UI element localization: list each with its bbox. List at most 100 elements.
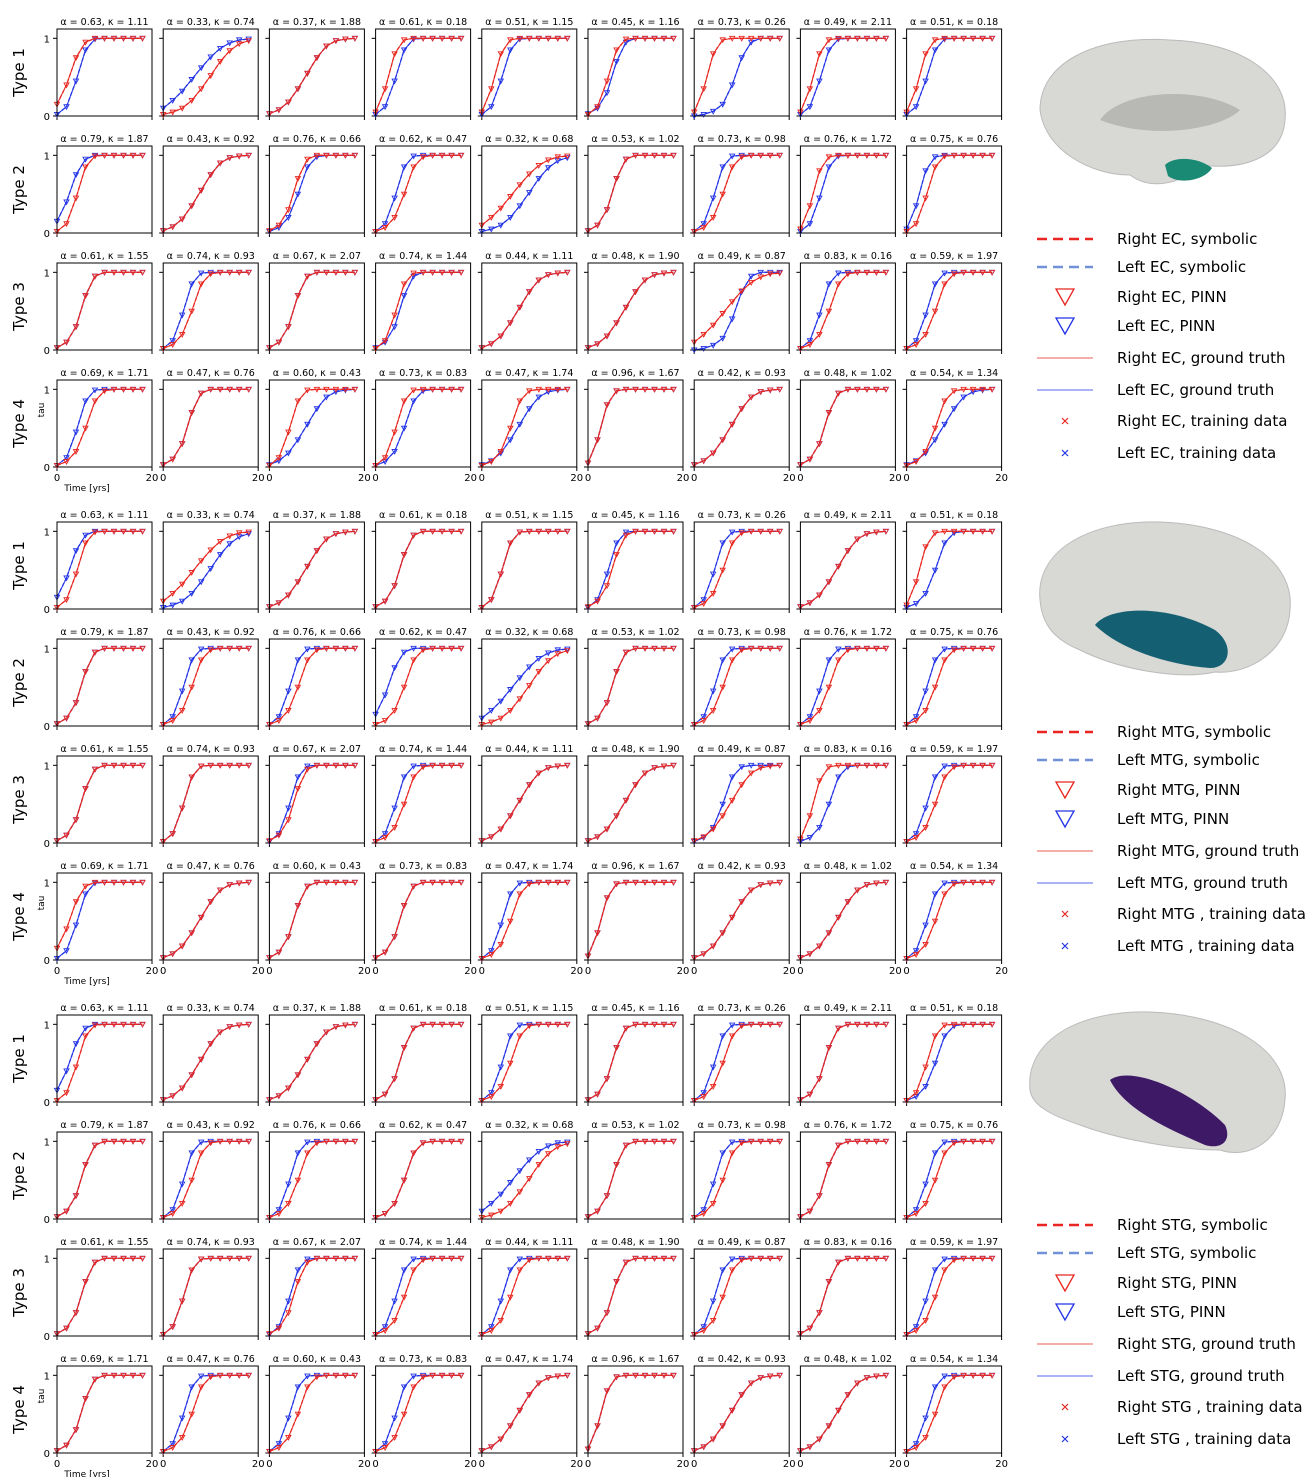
panel-title: α = 0.69, κ = 1.71 — [60, 1354, 148, 1365]
panel-title: α = 0.73, κ = 0.83 — [379, 1354, 467, 1365]
panel-title: α = 0.47, κ = 1.74 — [485, 861, 573, 872]
x-tick-label: 20 — [252, 966, 265, 977]
panel-title: α = 0.47, κ = 1.74 — [485, 368, 573, 379]
x-tick-label: 20 — [889, 966, 902, 977]
x-tick-label: 0 — [160, 473, 166, 484]
panel-title: α = 0.60, κ = 0.43 — [273, 368, 361, 379]
x-tick-label: 0 — [903, 1459, 909, 1470]
x-tick-label: 20 — [570, 473, 583, 484]
panel-title: α = 0.74, κ = 1.44 — [379, 1237, 467, 1248]
x-tick-label: 0 — [372, 473, 378, 484]
x-tick-label: 0 — [903, 473, 909, 484]
x-tick-label: 20 — [995, 473, 1008, 484]
panel-title: α = 0.44, κ = 1.11 — [485, 251, 573, 262]
panel-title: α = 0.43, κ = 0.92 — [167, 1120, 255, 1131]
x-tick-label: 0 — [54, 473, 60, 484]
panel-title: α = 0.54, κ = 1.34 — [910, 368, 998, 379]
legend-label: Right MTG, symbolic — [1117, 723, 1271, 741]
panel-title: α = 0.45, κ = 1.16 — [591, 510, 679, 521]
x-tick-label: 20 — [570, 966, 583, 977]
panel-title: α = 0.75, κ = 0.76 — [910, 1120, 998, 1131]
panel-title: α = 0.51, κ = 1.15 — [485, 1003, 573, 1014]
panel-title: α = 0.96, κ = 1.67 — [591, 1354, 679, 1365]
panel-title: α = 0.47, κ = 0.76 — [167, 1354, 255, 1365]
y-tick-label: 0 — [44, 605, 50, 616]
panel-title: α = 0.73, κ = 0.26 — [698, 17, 786, 28]
row-label: Type 3 — [10, 775, 28, 825]
panel-title: α = 0.51, κ = 0.18 — [910, 510, 998, 521]
panel-title: α = 0.96, κ = 1.67 — [591, 368, 679, 379]
x-tick-label: 20 — [995, 1459, 1008, 1470]
y-tick-label: 0 — [44, 229, 50, 240]
y-tick-label: 1 — [44, 1254, 50, 1265]
panel-title: α = 0.74, κ = 0.93 — [167, 744, 255, 755]
x-tick-label: 20 — [252, 473, 265, 484]
panel-title: α = 0.49, κ = 2.11 — [804, 1003, 892, 1014]
panel-title: α = 0.45, κ = 1.16 — [591, 1003, 679, 1014]
x-tick-label: 0 — [54, 1459, 60, 1470]
x-tick-label: 0 — [903, 966, 909, 977]
y-tick-label: 0 — [44, 346, 50, 357]
row-label: Type 1 — [10, 1034, 28, 1084]
panel-title: α = 0.43, κ = 0.92 — [167, 134, 255, 145]
panel-title: α = 0.53, κ = 1.02 — [591, 134, 679, 145]
x-tick-label: 0 — [797, 966, 803, 977]
y-tick-label: 1 — [44, 878, 50, 889]
panel-title: α = 0.51, κ = 1.15 — [485, 510, 573, 521]
panel-title: α = 0.44, κ = 1.11 — [485, 744, 573, 755]
y-tick-label: 1 — [44, 34, 50, 45]
y-tick-label: 0 — [44, 722, 50, 733]
panel-title: α = 0.63, κ = 1.11 — [60, 510, 148, 521]
y-tick-label: 0 — [44, 1098, 50, 1109]
x-tick-label: 0 — [479, 966, 485, 977]
y-tick-label: 1 — [44, 151, 50, 162]
x-tick-label: 0 — [797, 1459, 803, 1470]
panel-title: α = 0.37, κ = 1.88 — [273, 1003, 361, 1014]
x-tick-label: 20 — [889, 1459, 902, 1470]
panel-title: α = 0.33, κ = 0.74 — [167, 17, 255, 28]
panel-title: α = 0.33, κ = 0.74 — [167, 510, 255, 521]
x-tick-label: 20 — [146, 1459, 159, 1470]
panel-title: α = 0.62, κ = 0.47 — [379, 627, 467, 638]
panel-title: α = 0.47, κ = 0.76 — [167, 368, 255, 379]
legend-label: Right EC, symbolic — [1117, 230, 1257, 248]
row-label: Type 2 — [10, 165, 28, 215]
x-tick-label: 20 — [570, 1459, 583, 1470]
legend-label: Right EC, ground truth — [1117, 349, 1286, 367]
y-tick-label: 1 — [44, 644, 50, 655]
y-tick-label: 1 — [44, 268, 50, 279]
panel-title: α = 0.44, κ = 1.11 — [485, 1237, 573, 1248]
panel-title: α = 0.51, κ = 0.18 — [910, 17, 998, 28]
x-tick-label: 0 — [266, 473, 272, 484]
panel-title: α = 0.73, κ = 0.83 — [379, 368, 467, 379]
y-tick-label: 0 — [44, 1332, 50, 1343]
y-tick-label: 0 — [44, 112, 50, 123]
panel-title: α = 0.73, κ = 0.98 — [698, 1120, 786, 1131]
panel-title: α = 0.60, κ = 0.43 — [273, 1354, 361, 1365]
x-tick-label: 20 — [252, 1459, 265, 1470]
x-tick-label: 20 — [464, 966, 477, 977]
panel-title: α = 0.73, κ = 0.98 — [698, 134, 786, 145]
y-tick-label: 0 — [44, 463, 50, 474]
y-axis-label: tau — [37, 896, 47, 911]
legend-label: Left EC, training data — [1117, 444, 1276, 462]
y-axis-label: tau — [37, 403, 47, 418]
legend-label: Right MTG , training data — [1117, 905, 1306, 923]
legend-label: Left MTG, symbolic — [1117, 751, 1260, 769]
legend-label: Left STG, PINN — [1117, 1303, 1226, 1321]
panel-title: α = 0.76, κ = 1.72 — [804, 1120, 892, 1131]
panel-title: α = 0.73, κ = 0.26 — [698, 510, 786, 521]
legend-label: Right STG, ground truth — [1117, 1335, 1296, 1353]
panel-title: α = 0.62, κ = 0.47 — [379, 1120, 467, 1131]
panel-title: α = 0.76, κ = 0.66 — [273, 1120, 361, 1131]
x-tick-label: 0 — [797, 473, 803, 484]
legend-label: Right STG, PINN — [1117, 1274, 1237, 1292]
panel-title: α = 0.61, κ = 1.55 — [60, 251, 148, 262]
panel-title: α = 0.61, κ = 0.18 — [379, 17, 467, 28]
x-tick-label: 20 — [358, 473, 371, 484]
x-axis-label: Time [yrs] — [63, 977, 110, 987]
x-tick-label: 20 — [889, 473, 902, 484]
x-tick-label: 20 — [677, 1459, 690, 1470]
panel-title: α = 0.75, κ = 0.76 — [910, 134, 998, 145]
x-tick-label: 0 — [585, 1459, 591, 1470]
